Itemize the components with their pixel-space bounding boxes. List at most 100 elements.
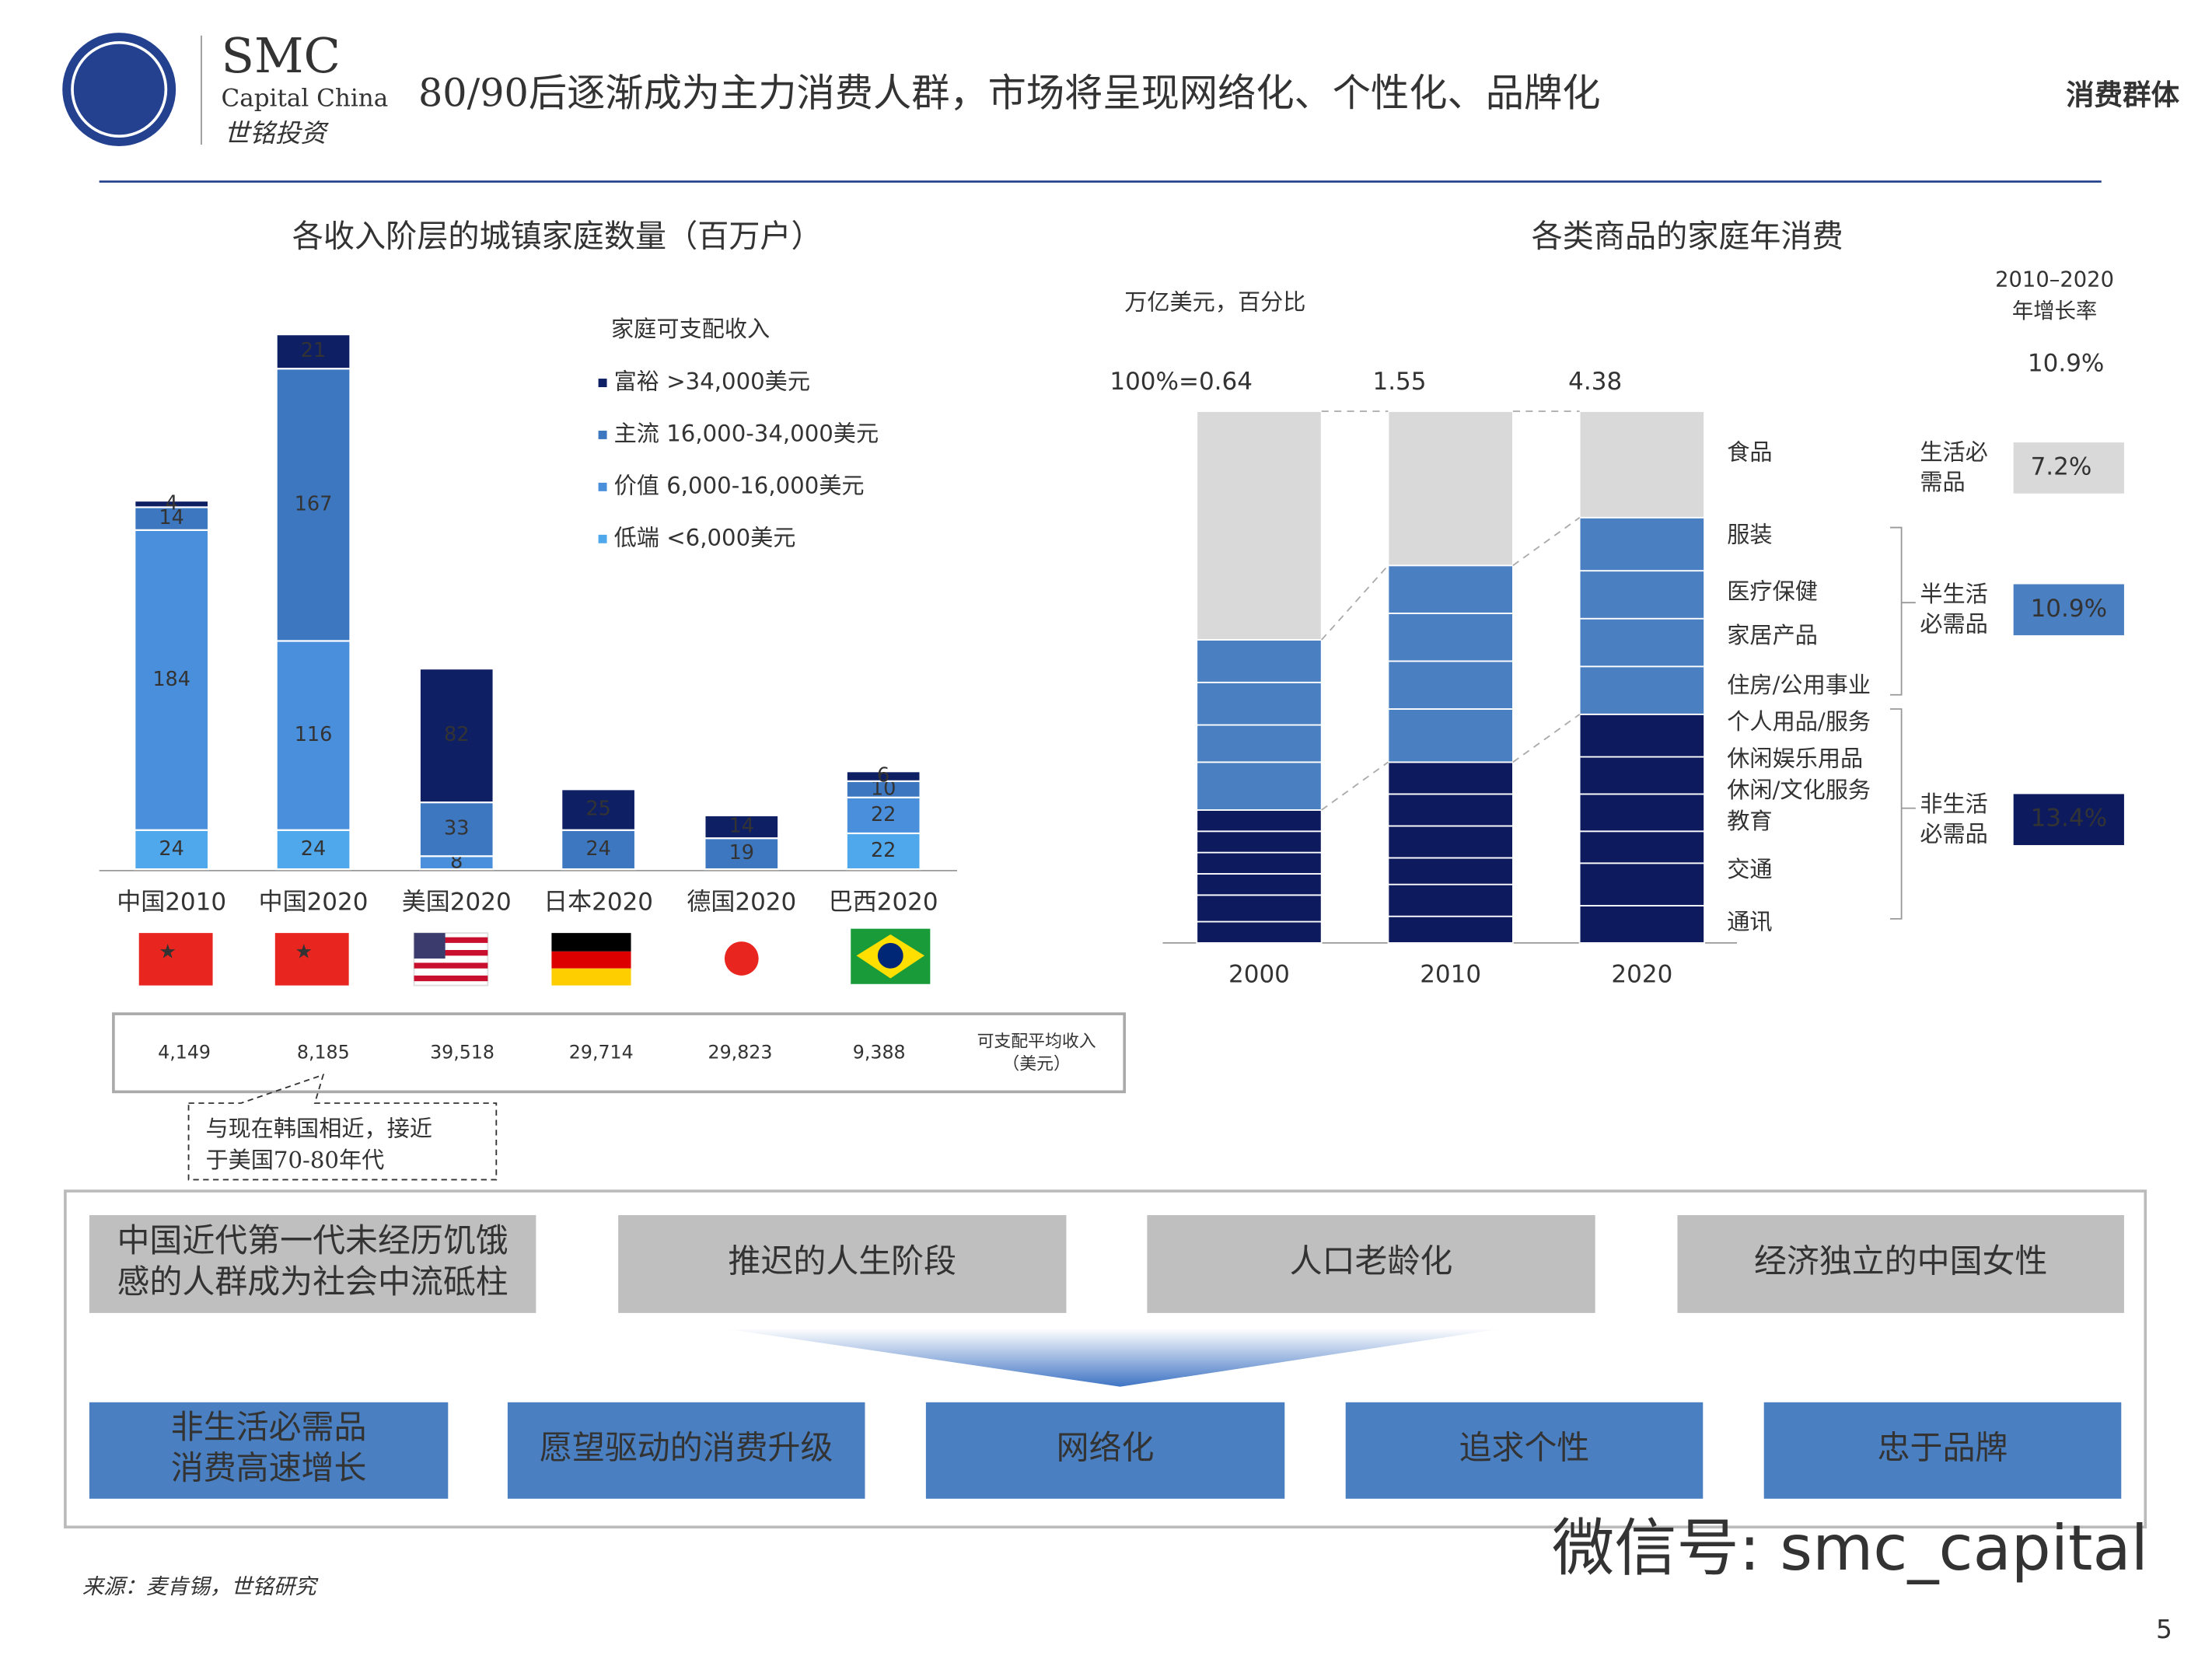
- outcome-text: 非生活必需品: [171, 1408, 367, 1446]
- group-label: 生活必: [1920, 439, 1987, 466]
- bar-segment: [1387, 883, 1514, 917]
- legend-title: 家庭可支配收入: [611, 316, 770, 342]
- income-value: 8,185: [297, 1042, 350, 1064]
- flags: ★ ★: [138, 928, 931, 987]
- driver-text: 推迟的人生阶段: [728, 1242, 956, 1280]
- growth-value: 7.2%: [2031, 452, 2092, 480]
- growth-box: [2013, 442, 2124, 494]
- group-label: 需品: [1920, 469, 1965, 495]
- flag: [551, 933, 631, 952]
- x-tick-label: 中国2010: [117, 888, 226, 916]
- bar-segment: [1578, 756, 1706, 795]
- bar-segment: [1387, 708, 1514, 763]
- driver-text: 感的人群成为社会中流砥柱: [117, 1263, 508, 1301]
- group-label: 必需品: [1920, 820, 1987, 847]
- funnel: [723, 1328, 1504, 1387]
- growth-title: 2010–2020: [1995, 268, 2114, 292]
- data-label: 14: [729, 815, 754, 838]
- total-label: 1.55: [1372, 368, 1426, 396]
- bar-segment: [1387, 915, 1514, 944]
- bar-segment: [1196, 894, 1323, 923]
- unit-label: 万亿美元，百分比: [1124, 288, 1305, 315]
- income-value: 29,823: [708, 1042, 773, 1064]
- x-tick-label: 巴西2020: [829, 888, 938, 916]
- annotation: 与现在韩国相近，接近: [205, 1116, 432, 1142]
- category-label: 休闲娱乐用品: [1727, 746, 1863, 772]
- bar-segment: [704, 814, 780, 840]
- bar-segment: [1387, 761, 1514, 795]
- flag-star: ★: [295, 941, 313, 964]
- flag-stripe: [414, 962, 488, 969]
- outcome-text: 忠于品牌: [1878, 1428, 2008, 1466]
- bar-segment: [1578, 905, 1706, 944]
- growth-box: [2013, 584, 2124, 636]
- group-label: 半生活: [1920, 581, 1987, 607]
- bar-segment: [1387, 793, 1514, 827]
- outcome-text: 愿望驱动的消费升级: [540, 1428, 833, 1466]
- bar-segment: [1196, 830, 1323, 854]
- bar-segment: [275, 334, 351, 370]
- category-label: 服装: [1727, 521, 1772, 547]
- logo-mark: [62, 33, 176, 146]
- data-label: 184: [152, 668, 190, 691]
- flag: [274, 933, 349, 986]
- driver-panel: [64, 1189, 2147, 1529]
- watermark: 微信号: smc_capital: [1552, 1512, 2148, 1584]
- total-label: 4.38: [1568, 368, 1622, 396]
- flag-stripe: [414, 950, 488, 956]
- logo-name: SMC: [222, 27, 341, 84]
- bar-segment: [134, 499, 210, 508]
- connector: [1321, 564, 1389, 641]
- bar-segment: [1578, 665, 1706, 715]
- outcome-text: 追求个性: [1459, 1428, 1590, 1466]
- bar-segment: [1196, 724, 1323, 763]
- category-label: 家居产品: [1727, 622, 1818, 648]
- income-title: （美元）: [1002, 1055, 1071, 1074]
- bar-segment: [418, 801, 494, 857]
- data-label: 33: [444, 817, 469, 840]
- data-label: 14: [159, 506, 183, 529]
- bar-segment: [845, 770, 921, 782]
- outcome-box: [925, 1402, 1285, 1499]
- data-label: 116: [295, 723, 333, 746]
- data-label: 24: [159, 837, 183, 861]
- category-label: 住房/公用事业: [1727, 672, 1871, 698]
- bar-segment: [1387, 857, 1514, 885]
- flag-star: ★: [159, 941, 176, 964]
- callout: [187, 1074, 498, 1181]
- driver-text: 中国近代第一代未经历饥饿: [117, 1221, 508, 1259]
- bar-segment: [1196, 761, 1323, 811]
- driver-box: [618, 1215, 1067, 1313]
- legend-label: 低端 <6,000美元: [614, 524, 796, 550]
- bar-segment: [1196, 681, 1323, 726]
- data-label: 6: [877, 764, 889, 788]
- flag: [551, 968, 631, 986]
- data-label: 82: [444, 723, 469, 746]
- growth-title: 年增长率: [2012, 299, 2097, 323]
- legend-label: 富裕 >34,000美元: [614, 368, 810, 395]
- data-label: 21: [301, 339, 326, 362]
- legend-swatch: [598, 482, 607, 491]
- source: 来源：麦肯锡，世铭研究: [82, 1575, 319, 1599]
- bar-segment: [1387, 612, 1514, 662]
- bar-segment: [1387, 410, 1514, 567]
- section-label: 消费群体: [2066, 79, 2179, 112]
- flag-stripe: [414, 937, 488, 943]
- bar-segment: [275, 368, 351, 642]
- category-label: 教育: [1727, 808, 1772, 834]
- logo-sub: Capital China: [222, 84, 389, 112]
- x-tick-label: 2010: [1420, 960, 1481, 988]
- bar-segment: [1387, 660, 1514, 710]
- income-value: 29,714: [569, 1042, 634, 1064]
- bar-segment: [275, 829, 351, 871]
- legend-label: 价值 6,000-16,000美元: [614, 472, 865, 498]
- outcome-box: [507, 1402, 865, 1499]
- total-label: 100%=0.64: [1109, 368, 1253, 396]
- category-label: 休闲/文化服务: [1727, 777, 1871, 803]
- outcome-box: [1763, 1402, 2122, 1499]
- legend-label: 主流 16,000-34,000美元: [614, 420, 879, 446]
- growth-value: 13.4%: [2031, 805, 2107, 833]
- connector: [1512, 517, 1581, 567]
- bar-segment: [1196, 410, 1323, 641]
